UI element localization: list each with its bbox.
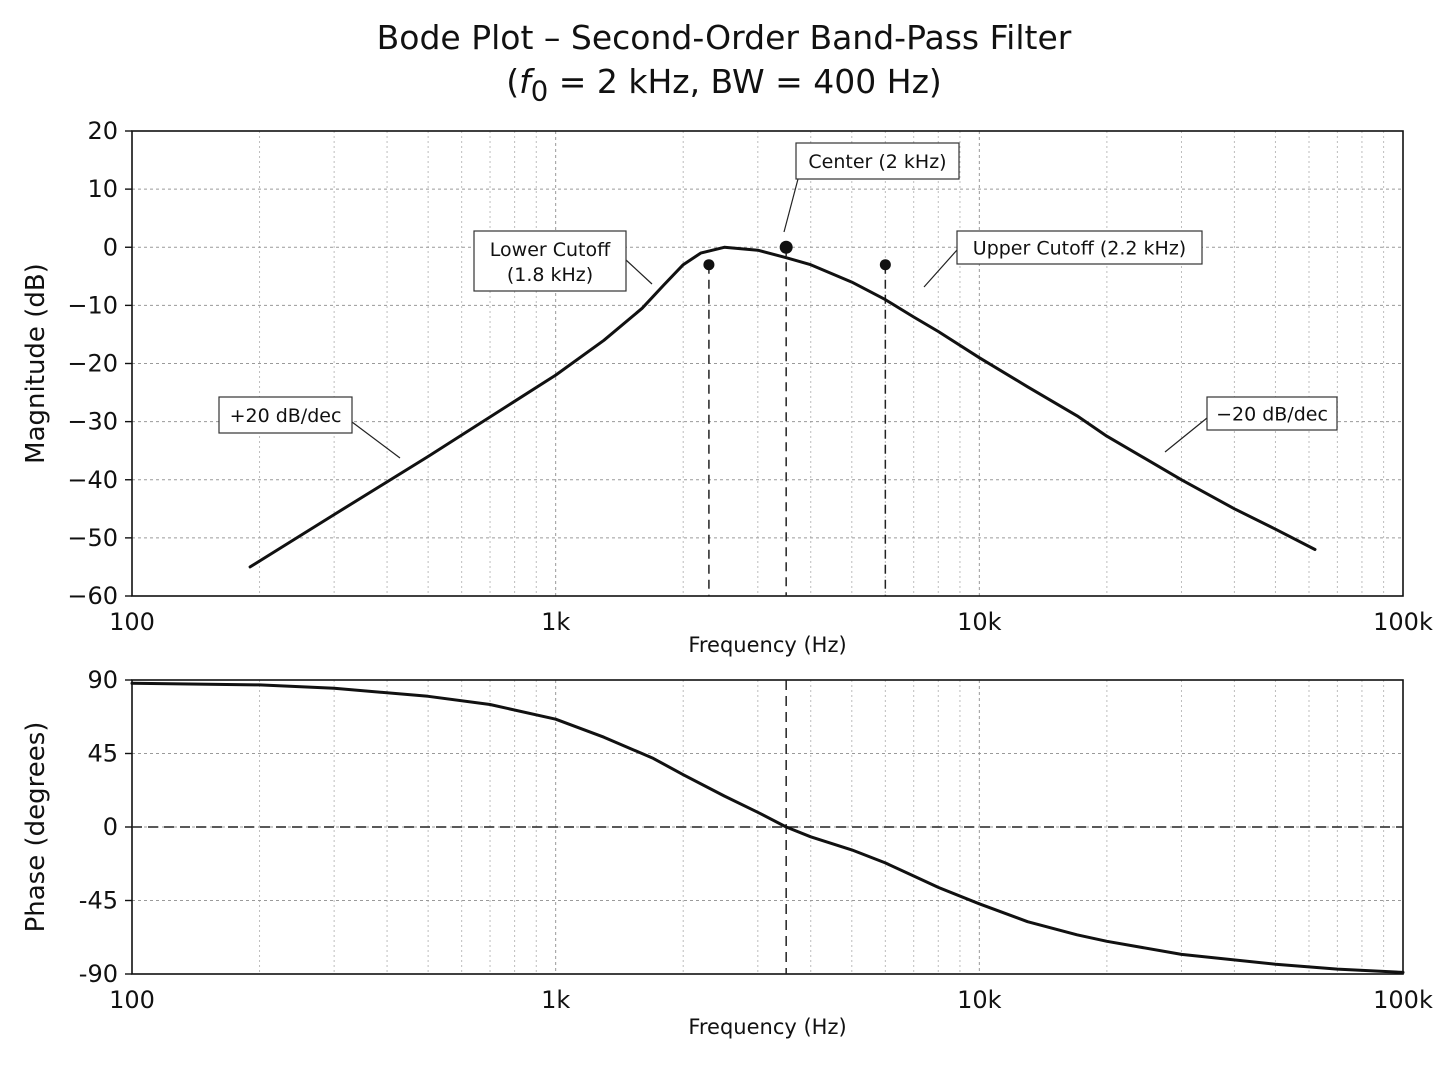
annotation-text: −20 dB/dec [1216,404,1328,426]
phase-y-tick-label: -90 [79,960,118,988]
annotation-text: Center (2 kHz) [808,151,946,173]
phase-x-axis-label: Frequency (Hz) [688,1015,846,1039]
mag-y-tick-label: 20 [87,117,118,145]
annotation-leader [351,421,401,459]
title-line-1: Bode Plot – Second-Order Band-Pass Filte… [376,18,1072,57]
phase-series-line [130,681,1405,974]
annotation-text: Lower Cutoff [490,239,611,261]
title-line-2: (f0 = 2 kHz, BW = 400 Hz) [506,62,942,108]
annotation-leader [783,178,799,233]
mag-y-tick-label: −20 [67,350,118,378]
annotation-text: (1.8 kHz) [507,264,593,286]
mag-y-tick-label: −60 [67,582,118,610]
mag-x-axis-label: Frequency (Hz) [688,633,846,657]
annotation-text: +20 dB/dec [230,405,342,427]
mag-x-tick-label: 100 [109,608,155,636]
mag-y-tick-label: 0 [103,233,118,261]
annotation-box [956,230,1203,265]
phase-x-tick-label: 1k [541,986,570,1014]
annotation-leader [625,259,653,285]
annotation-leader [1164,417,1208,453]
mag-y-tick-label: −40 [67,466,118,494]
annotation-box [473,230,627,292]
phase-y-tick-label: 45 [87,740,118,768]
mag-y-tick-label: −30 [67,408,118,436]
phase-x-tick-label: 100 [109,986,155,1014]
phase-x-tick-label: 10k [957,986,1002,1014]
mag-y-axis-label: Magnitude (dB) [21,263,51,464]
mag-series-line [248,245,1317,569]
phase-y-tick-label: -45 [79,887,118,915]
annotation-box [1206,396,1338,431]
phase-y-tick-label: 90 [87,666,118,694]
mag-x-tick-label: 100k [1373,608,1433,636]
annotation-leader [923,249,958,288]
annotation-box [795,142,960,180]
annotation-box [218,396,353,434]
mag-y-tick-label: 10 [87,175,118,203]
phase-y-axis-label: Phase (degrees) [21,722,51,933]
mag-x-tick-label: 10k [957,608,1002,636]
phase-x-tick-label: 100k [1373,986,1433,1014]
mag-y-tick-label: −50 [67,524,118,552]
phase-y-tick-label: 0 [103,813,118,841]
mag-marker-point [879,259,891,271]
annotation-text: Upper Cutoff (2.2 kHz) [973,238,1186,260]
mag-x-tick-label: 1k [541,608,570,636]
mag-marker-point [779,240,793,254]
mag-marker-point [703,259,715,271]
mag-y-tick-label: −10 [67,291,118,319]
chart-title: Bode Plot – Second-Order Band-Pass Filte… [0,16,1448,114]
